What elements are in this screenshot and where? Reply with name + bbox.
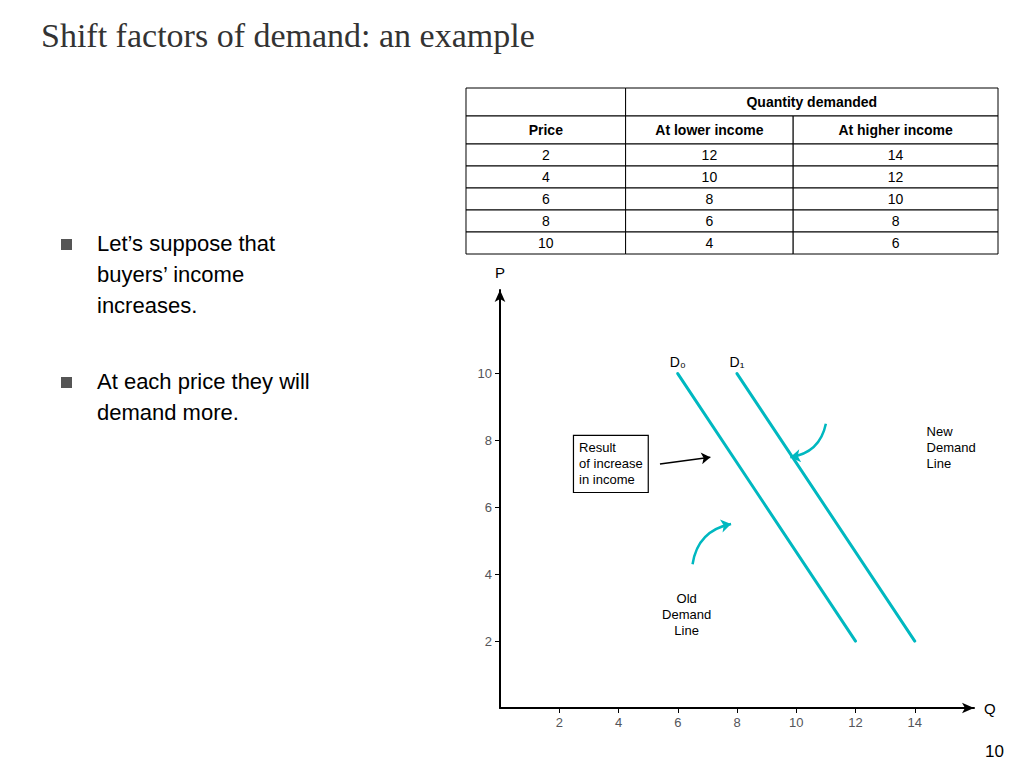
svg-text:6: 6 xyxy=(674,715,681,730)
svg-text:10: 10 xyxy=(538,235,554,251)
svg-text:Shift factors of demand: an ex: Shift factors of demand: an example xyxy=(41,17,535,54)
svg-text:10: 10 xyxy=(702,169,718,185)
svg-text:4: 4 xyxy=(542,169,550,185)
svg-text:Quantity demanded: Quantity demanded xyxy=(746,94,877,110)
svg-text:of increase: of increase xyxy=(579,456,643,471)
svg-text:Demand: Demand xyxy=(927,440,976,455)
svg-text:8: 8 xyxy=(485,433,492,448)
svg-text:10: 10 xyxy=(478,366,492,381)
svg-text:At each price they will: At each price they will xyxy=(97,369,310,394)
svg-text:2: 2 xyxy=(542,147,550,163)
svg-text:Old: Old xyxy=(677,591,697,606)
svg-text:Line: Line xyxy=(927,456,952,471)
svg-text:6: 6 xyxy=(542,191,550,207)
svg-text:in income: in income xyxy=(579,472,635,487)
svg-text:10: 10 xyxy=(789,715,803,730)
svg-text:6: 6 xyxy=(485,500,492,515)
svg-text:8: 8 xyxy=(705,191,713,207)
svg-text:buyers’ income: buyers’ income xyxy=(97,262,244,287)
svg-text:4: 4 xyxy=(705,235,713,251)
svg-text:At lower income: At lower income xyxy=(655,122,763,138)
svg-text:P: P xyxy=(495,264,505,281)
svg-text:Line: Line xyxy=(674,623,699,638)
svg-text:6: 6 xyxy=(892,235,900,251)
svg-text:4: 4 xyxy=(485,567,492,582)
svg-text:8: 8 xyxy=(892,213,900,229)
svg-text:10: 10 xyxy=(985,742,1004,761)
svg-text:14: 14 xyxy=(888,147,904,163)
svg-text:Q: Q xyxy=(984,700,996,717)
svg-text:Let’s suppose that: Let’s suppose that xyxy=(97,231,275,256)
svg-text:6: 6 xyxy=(705,213,713,229)
svg-text:demand more.: demand more. xyxy=(97,400,239,425)
svg-text:2: 2 xyxy=(556,715,563,730)
svg-text:D₁: D₁ xyxy=(730,354,745,370)
svg-text:New: New xyxy=(927,424,954,439)
svg-text:4: 4 xyxy=(615,715,622,730)
svg-text:10: 10 xyxy=(888,191,904,207)
svg-text:12: 12 xyxy=(702,147,718,163)
svg-text:Price: Price xyxy=(529,122,563,138)
svg-text:Demand: Demand xyxy=(662,607,711,622)
svg-text:Result: Result xyxy=(579,440,616,455)
svg-text:8: 8 xyxy=(733,715,740,730)
svg-text:D₀: D₀ xyxy=(670,354,686,370)
svg-text:12: 12 xyxy=(848,715,862,730)
svg-text:14: 14 xyxy=(908,715,922,730)
svg-text:2: 2 xyxy=(485,634,492,649)
svg-text:At higher income: At higher income xyxy=(838,122,953,138)
svg-text:12: 12 xyxy=(888,169,904,185)
svg-text:8: 8 xyxy=(542,213,550,229)
svg-text:increases.: increases. xyxy=(97,293,197,318)
